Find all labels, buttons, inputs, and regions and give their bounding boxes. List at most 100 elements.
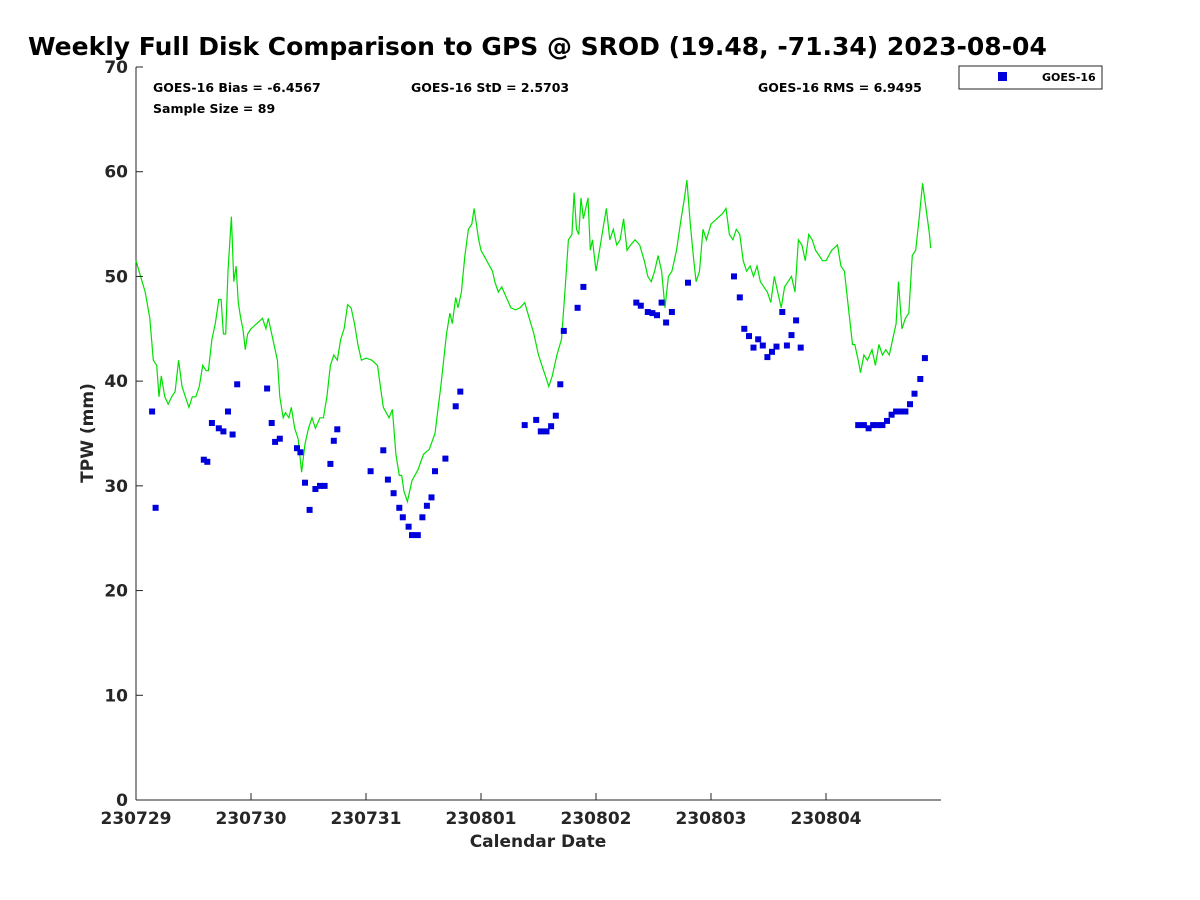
y-axis-label: TPW (mm) [78, 383, 98, 483]
goes16-point [384, 476, 391, 483]
goes16-point [793, 317, 800, 324]
goes16-point [773, 343, 780, 350]
goes16-point [419, 514, 426, 521]
x-axis-ticks: 230729 230730 230731 230801 230802 230803 2308… [101, 793, 862, 829]
y-tick-label: 0 [116, 791, 128, 811]
goes16-point [208, 420, 215, 426]
goes16-point [432, 468, 438, 475]
goes16-point [537, 428, 544, 435]
goes16-point [272, 438, 279, 445]
gps-line [135, 180, 932, 504]
goes16-point [560, 327, 567, 334]
y-tick-label: 20 [104, 582, 128, 602]
goes16-point [644, 309, 651, 315]
goes16-point [759, 342, 766, 349]
goes16-point [367, 468, 374, 475]
goes16-point [423, 502, 430, 509]
goes16-point [306, 506, 313, 513]
goes16-point [302, 479, 308, 486]
std-stat: GOES-16 StD = 2.5703 [411, 80, 569, 95]
goes16-point [543, 428, 550, 435]
goes16-point [685, 279, 691, 286]
x-tick-label: 230804 [791, 809, 862, 829]
goes16-point [557, 381, 564, 388]
goes16-point [327, 460, 334, 467]
y-axis-ticks: 0 10 20 30 40 50 60 70 [104, 58, 143, 811]
y-tick-label: 30 [104, 477, 128, 497]
goes16-point [215, 425, 222, 432]
goes16-point [783, 342, 790, 349]
goes16-point [797, 344, 804, 351]
goes16-point [152, 504, 159, 511]
goes16-point [297, 449, 304, 456]
gps-series [135, 180, 932, 504]
goes16-point [321, 482, 328, 489]
goes16-point [294, 445, 300, 452]
goes16-point [897, 408, 904, 415]
goes16-point [234, 381, 241, 388]
goes16-point [457, 388, 464, 395]
y-tick-label: 60 [104, 163, 128, 183]
goes16-point [750, 344, 757, 351]
goes16-point [884, 417, 890, 424]
x-tick-label: 230730 [216, 809, 287, 829]
goes16-point [633, 299, 640, 306]
goes16-point [405, 523, 412, 530]
goes16-point [658, 299, 665, 306]
goes16-point [229, 431, 236, 438]
goes16-point [769, 348, 775, 355]
y-tick-label: 10 [104, 686, 128, 706]
goes16-point [552, 412, 559, 419]
goes16-point [736, 294, 743, 301]
y-tick-label: 50 [104, 267, 128, 287]
y-tick-label: 40 [104, 372, 128, 392]
goes16-point [533, 416, 540, 423]
goes16-point [225, 408, 231, 415]
goes16-point [396, 504, 403, 511]
goes16-point [317, 482, 323, 489]
goes16-point [442, 455, 449, 462]
goes16-point [746, 333, 752, 340]
goes16-point [149, 408, 156, 415]
goes16-point [764, 354, 771, 361]
rms-stat: GOES-16 RMS = 6.9495 [758, 80, 922, 95]
goes16-point [907, 401, 913, 408]
goes16-point [390, 490, 397, 497]
goes16-point [788, 332, 795, 339]
sample-size-stat: Sample Size = 89 [153, 101, 275, 116]
x-tick-label: 230729 [101, 809, 172, 829]
goes16-point [399, 514, 406, 521]
goes16-point [268, 420, 275, 426]
bias-stat: GOES-16 Bias = -6.4567 [153, 80, 321, 95]
y-tick-label: 70 [104, 58, 128, 78]
goes16-point [860, 422, 867, 429]
goes16-point [334, 426, 341, 433]
goes16-point [902, 408, 909, 415]
goes16-point [779, 309, 786, 315]
goes16-point [574, 304, 581, 311]
goes16-point [755, 336, 762, 343]
plot-frame [135, 67, 941, 801]
goes16-point [548, 423, 555, 430]
goes16-point [428, 494, 435, 501]
goes16-point [874, 422, 881, 429]
x-axis-label: Calendar Date [470, 832, 607, 852]
chart-title: Weekly Full Disk Comparison to GPS @ SRO… [28, 32, 1047, 61]
goes16-point [654, 312, 660, 319]
goes16-point [409, 532, 415, 539]
legend-label-goes16: GOES-16 [1042, 71, 1096, 84]
goes16-point [865, 425, 872, 432]
goes16-point [204, 458, 211, 465]
goes16-point [414, 532, 421, 539]
goes16-point [888, 411, 895, 418]
goes16-point [649, 310, 656, 317]
goes16-series [149, 273, 928, 539]
goes16-point [921, 355, 928, 362]
legend: GOES-16 [958, 65, 1103, 90]
x-tick-label: 230731 [331, 809, 402, 829]
goes16-point [893, 408, 900, 415]
goes16-point [276, 435, 283, 442]
x-tick-label: 230802 [561, 809, 632, 829]
goes16-point [380, 447, 387, 454]
